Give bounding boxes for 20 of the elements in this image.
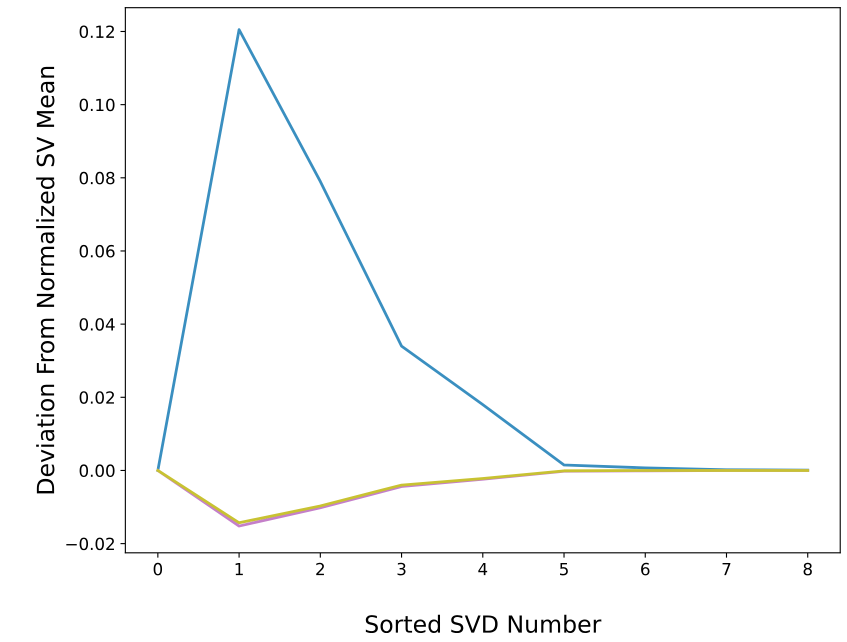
y-tick-label: −0.02	[66, 538, 114, 550]
x-tick-label: 0	[154, 562, 162, 576]
y-tick-label: 0.10	[80, 98, 115, 112]
x-tick-label: 3	[398, 562, 406, 576]
y-axis-title: Deviation From Normalized SV Mean	[36, 66, 54, 494]
x-tick-label: 7	[722, 562, 730, 576]
x-tick-label: 4	[478, 562, 488, 576]
line-series	[156, 28, 810, 472]
y-tick-label: 0.12	[80, 25, 114, 38]
x-axis-title: Sorted SVD Number	[366, 614, 602, 633]
y-tick-label: 0.06	[80, 244, 115, 258]
y-tick-label: 0.08	[80, 172, 114, 184]
y-tick-label: 0.04	[80, 318, 115, 331]
x-tick-label: 5	[560, 562, 568, 576]
x-tick-label: 6	[641, 562, 650, 576]
x-tick-label: 8	[804, 562, 812, 576]
x-tick-label: 1	[236, 562, 243, 576]
y-tick-label: 0.00	[80, 464, 115, 478]
x-tick-label: 2	[316, 562, 324, 576]
y-tick-label: 0.02	[80, 391, 114, 404]
